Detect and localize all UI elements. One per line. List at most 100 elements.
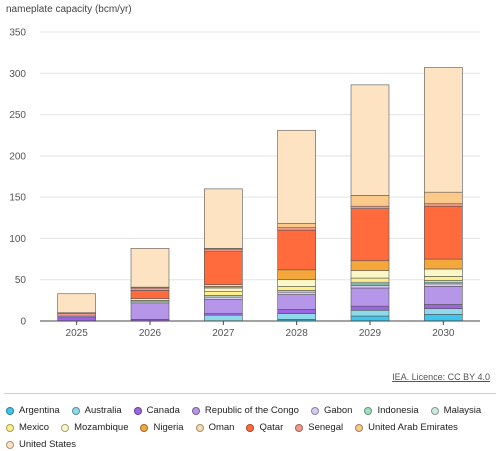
- bar-segment-mozambique[interactable]: [204, 287, 243, 292]
- x-tick-label: 2028: [286, 328, 309, 339]
- bar-segment-canada[interactable]: [424, 304, 463, 309]
- bar-segment-nigeria[interactable]: [350, 260, 390, 271]
- bar-segment-canada[interactable]: [277, 309, 316, 314]
- legend-label: Mozambique: [74, 422, 129, 433]
- bar-segment-australia[interactable]: [350, 309, 390, 317]
- bar-segment-republic-of-the-congo[interactable]: [350, 287, 390, 307]
- legend-item-malaysia[interactable]: Malaysia: [430, 405, 482, 416]
- legend-item-canada[interactable]: Canada: [133, 405, 180, 416]
- x-tick-label: 2030: [432, 328, 455, 339]
- bar-segment-united-arab-emirates[interactable]: [424, 191, 463, 205]
- legend-swatch: [246, 423, 255, 432]
- bar-segment-united-states[interactable]: [57, 293, 96, 314]
- legend-swatch: [140, 423, 149, 432]
- bar-segment-senegal[interactable]: [350, 205, 390, 210]
- bar-segment-mozambique[interactable]: [424, 268, 463, 277]
- legend: Argentina Australia Canada Republic of the …: [6, 405, 496, 450]
- legend-item-mexico[interactable]: Mexico: [6, 422, 49, 433]
- bar-segment-republic-of-the-congo[interactable]: [277, 294, 316, 310]
- legend-label: Republic of the Congo: [204, 405, 299, 416]
- credit-link[interactable]: IEA. Licence: CC BY 4.0: [392, 372, 490, 382]
- legend-item-mozambique[interactable]: Mozambique: [61, 422, 128, 433]
- y-tick-label: 0: [20, 317, 26, 328]
- bar-segment-senegal[interactable]: [277, 227, 316, 231]
- bar-segment-australia[interactable]: [277, 313, 316, 320]
- legend-swatch: [6, 406, 14, 415]
- legend-swatch: [355, 423, 364, 432]
- bar-segment-mozambique[interactable]: [277, 279, 316, 287]
- legend-item-argentina[interactable]: Argentina: [6, 405, 60, 416]
- bar-segment-senegal[interactable]: [424, 203, 463, 207]
- bar-segment-united-states[interactable]: [424, 67, 463, 193]
- legend-label: Indonesia: [377, 405, 419, 416]
- bar-segment-qatar[interactable]: [424, 205, 463, 260]
- bar-segment-argentina[interactable]: [424, 314, 463, 322]
- bar-segment-mozambique[interactable]: [350, 270, 390, 279]
- legend-divider: [4, 393, 496, 394]
- bar-segment-united-states[interactable]: [277, 129, 316, 224]
- bar-segment-united-arab-emirates[interactable]: [350, 195, 390, 207]
- legend-label: Qatar: [259, 422, 284, 433]
- legend-swatch: [364, 406, 373, 415]
- bar-segment-australia[interactable]: [424, 308, 463, 315]
- legend-item-australia[interactable]: Australia: [71, 405, 122, 416]
- legend-item-republic-of-the-congo[interactable]: Republic of the Congo: [191, 405, 299, 416]
- bar-segment-mexico[interactable]: [350, 277, 390, 283]
- legend-item-nigeria[interactable]: Nigeria: [140, 422, 184, 433]
- y-tick-label: 150: [9, 193, 26, 204]
- x-tick-label: 2026: [139, 328, 162, 339]
- bars: [57, 67, 463, 322]
- bar-segment-gabon[interactable]: [350, 285, 390, 289]
- legend-label: Mexico: [19, 422, 50, 433]
- bar-segment-republic-of-the-congo[interactable]: [130, 302, 170, 320]
- legend-item-united-arab-emirates[interactable]: United Arab Emirates: [355, 422, 458, 433]
- bar-segment-qatar[interactable]: [204, 251, 243, 285]
- bar-segment-australia[interactable]: [204, 314, 243, 322]
- bar-segment-qatar[interactable]: [277, 229, 316, 271]
- legend-label: Argentina: [19, 405, 60, 416]
- legend-label: Senegal: [308, 422, 344, 433]
- legend-label: Nigeria: [153, 422, 184, 433]
- bar-segment-mexico[interactable]: [204, 290, 243, 296]
- bar-segment-republic-of-the-congo[interactable]: [204, 299, 243, 314]
- y-tick-label: 100: [9, 234, 26, 245]
- bar-segment-mexico[interactable]: [277, 286, 316, 291]
- bar-segment-nigeria[interactable]: [424, 258, 463, 270]
- legend-swatch: [133, 406, 142, 415]
- legend-item-oman[interactable]: Oman: [195, 422, 234, 433]
- bar-segment-united-states[interactable]: [130, 248, 170, 288]
- bar-segment-united-states[interactable]: [204, 188, 243, 249]
- bar-segment-senegal[interactable]: [57, 313, 96, 317]
- bar-segment-senegal[interactable]: [130, 287, 170, 291]
- bar-segment-nigeria[interactable]: [277, 269, 316, 281]
- legend-swatch: [191, 406, 200, 415]
- bar-segment-republic-of-the-congo[interactable]: [424, 286, 463, 305]
- legend-item-gabon[interactable]: Gabon: [310, 405, 352, 416]
- bar-segment-gabon[interactable]: [277, 291, 316, 295]
- bar-segment-united-arab-emirates[interactable]: [277, 223, 316, 228]
- bar-segment-argentina[interactable]: [350, 315, 390, 322]
- bar-segment-gabon[interactable]: [424, 283, 463, 287]
- legend-swatch: [71, 406, 80, 415]
- bar-segment-mexico[interactable]: [424, 276, 463, 281]
- legend-item-qatar[interactable]: Qatar: [246, 422, 283, 433]
- legend-label: United Arab Emirates: [368, 422, 458, 433]
- bar-segment-gabon[interactable]: [204, 296, 243, 300]
- bar-segment-united-states[interactable]: [350, 84, 390, 196]
- bar-segment-senegal[interactable]: [204, 248, 243, 252]
- y-tick-label: 350: [9, 28, 26, 39]
- legend-item-united-states[interactable]: United States: [6, 439, 76, 450]
- gridlines: [40, 31, 480, 281]
- y-tick-label: 250: [9, 110, 26, 121]
- legend-item-indonesia[interactable]: Indonesia: [364, 405, 419, 416]
- bar-segment-qatar[interactable]: [350, 208, 390, 262]
- legend-swatch: [61, 423, 70, 432]
- bar-segment-canada[interactable]: [350, 305, 390, 311]
- y-axis-label: nameplate capacity (bcm/yr): [6, 4, 132, 15]
- legend-label: Australia: [84, 405, 122, 416]
- legend-swatch: [310, 406, 319, 415]
- x-tick-label: 2029: [359, 328, 382, 339]
- bar-segment-qatar[interactable]: [130, 290, 170, 300]
- legend-label: Malaysia: [443, 405, 482, 416]
- legend-item-senegal[interactable]: Senegal: [295, 422, 343, 433]
